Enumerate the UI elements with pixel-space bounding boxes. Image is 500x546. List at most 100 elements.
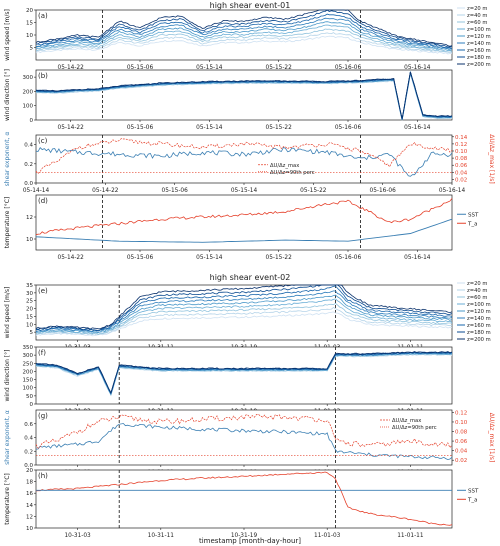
panel-c-ytick-right-label: 0.08 xyxy=(455,156,468,162)
panel-h-frame xyxy=(35,469,453,529)
panel-a-legend-label: z=40 m xyxy=(467,13,487,19)
panel-c-ytick-right-label: 0.04 xyxy=(455,170,468,176)
panel-d-ytick-label: 12 xyxy=(26,215,33,221)
panel-a-xtick-label: 05-16-14 xyxy=(404,65,431,71)
panel-e-legend-label: z=20 m xyxy=(467,281,487,287)
panel-f-frame xyxy=(35,346,453,405)
panel-f-ytick-label: 150 xyxy=(23,378,34,384)
panel-a-legend-label: z=60 m xyxy=(467,20,487,26)
panel-c-ytick-right-label: 0.12 xyxy=(455,142,467,148)
panel-g-ytick-right-label: 0.12 xyxy=(455,410,467,416)
panel-c-label: (c) xyxy=(38,137,48,145)
panel-g-ytick-right-label: 0.02 xyxy=(455,458,467,464)
panel-b-direction-z200m xyxy=(35,71,453,119)
panel-c-ylabel-right: ΔU/Δz_max [1/s] xyxy=(488,134,495,183)
panel-a-xtick-label: 05-15-14 xyxy=(196,65,223,71)
panel-e-legend-label: z=100 m xyxy=(467,302,491,308)
panel-d-legend-label: SST xyxy=(468,212,479,218)
panel-c-xtick-label: 05-15-06 xyxy=(162,188,189,194)
panel-c-xtick-label: 05-15-14 xyxy=(231,188,258,194)
panel-d-xtick-label: 05-16-14 xyxy=(404,255,431,261)
panel-c-xtick-label: 05-16-14 xyxy=(439,188,466,194)
panel-c-shear-line xyxy=(35,138,453,174)
panel-b-ytick-label: 300 xyxy=(23,75,34,81)
panel-f-direction-z200m xyxy=(35,351,453,395)
panel-h-ytick-label: 20 xyxy=(26,468,33,474)
panel-c-xtick-label: 05-16-06 xyxy=(370,188,397,194)
panel-c-ylabel: shear exponent, α xyxy=(4,132,11,187)
panel-e-series-z100m xyxy=(35,298,453,334)
panel-b-xtick-label: 05-16-06 xyxy=(335,125,362,131)
panel-b-ylabel: wind direction [°] xyxy=(4,69,11,121)
panel-e-series-z120m xyxy=(35,294,453,334)
panel-d-legend-label: T_a xyxy=(467,221,477,227)
panel-e-series-z180m xyxy=(35,284,453,332)
panel-f-ytick-label: 200 xyxy=(23,369,34,375)
panel-h-xtick-label: 11-01-03 xyxy=(314,533,341,539)
panel-h-legend-label: T_a xyxy=(467,497,477,503)
panel-g-legend-label: ΔU/Δz_max xyxy=(392,418,421,424)
panel-a-ytick-label: 15 xyxy=(26,21,33,27)
chart-title: high shear event-02 xyxy=(210,273,291,282)
panel-f-label: (f) xyxy=(38,349,46,357)
panel-b-xtick-label: 05-15-22 xyxy=(266,125,293,131)
panel-h-xtick-label: 10-31-19 xyxy=(231,533,258,539)
panel-a-series-z20m xyxy=(35,35,452,55)
panel-g-label: (g) xyxy=(38,412,48,420)
panel-a-series-z180m xyxy=(35,9,453,48)
panel-e-ytick-label: 25 xyxy=(26,299,33,305)
panel-a-legend-label: z=100 m xyxy=(467,27,491,33)
panel-d-xtick-label: 05-16-06 xyxy=(335,255,362,261)
panel-g-ytick-right-label: 0.10 xyxy=(455,420,468,426)
panel-a-xtick-label: 05-14-22 xyxy=(58,65,85,71)
panel-f-ytick-label: 50 xyxy=(26,394,33,400)
panel-c-xtick-label: 05-15-22 xyxy=(300,188,327,194)
panel-g-ytick-right-label: 0.04 xyxy=(455,449,468,455)
panel-a-legend-label: z=200 m xyxy=(467,62,491,68)
panel-a-legend-label: z=120 m xyxy=(467,34,491,40)
panel-a-ytick-label: 20 xyxy=(26,8,33,14)
panel-e-legend-label: z=140 m xyxy=(467,316,491,322)
panel-h-ytick-label: 16 xyxy=(26,491,33,497)
x-axis-label: timestamp [month-day-hour] xyxy=(199,537,301,545)
panel-g-ytick-right-label: 0.06 xyxy=(455,439,468,445)
panel-e-series-z200m xyxy=(35,284,453,330)
panel-f-ytick-label: 100 xyxy=(23,386,34,392)
panel-d-ytick-label: 10 xyxy=(26,237,33,243)
panel-g-ytick-label: 0.0 xyxy=(24,463,33,469)
panel-b-frame xyxy=(35,69,453,121)
panel-a-xtick-label: 05-16-06 xyxy=(335,65,362,71)
panel-b-ytick-label: 100 xyxy=(23,104,34,110)
panel-a-label: (a) xyxy=(38,12,48,20)
panel-a-legend-label: z=20 m xyxy=(467,6,487,12)
panel-e-label: (e) xyxy=(38,287,48,295)
panel-h-xtick-label: 10-31-11 xyxy=(148,533,175,539)
panel-d-sst-line xyxy=(35,218,453,243)
panel-h-ytick-label: 18 xyxy=(26,480,33,486)
panel-g-frame xyxy=(35,409,453,466)
panel-d-ylabel: temperature [°C] xyxy=(4,197,11,249)
panel-c-alpha-line xyxy=(35,146,453,177)
panel-a-legend-label: z=160 m xyxy=(467,48,491,54)
panel-b-xtick-label: 05-15-06 xyxy=(127,125,154,131)
panel-h-ylabel: temperature [°C] xyxy=(4,473,11,525)
panel-c-ytick-right-label: 0.06 xyxy=(455,163,468,169)
panel-c-legend-label: ΔU/Δz_max xyxy=(270,163,299,169)
panel-d-frame xyxy=(35,194,453,251)
panel-e-ytick-label: 5 xyxy=(30,330,34,336)
panel-c-ytick-right-label: 0.10 xyxy=(455,149,468,155)
panel-g-ytick-label: 0.4 xyxy=(24,436,33,442)
panel-g-ylabel: shear exponent, α xyxy=(4,410,11,465)
panel-h-legend-label: SST xyxy=(468,488,479,494)
panel-h-ta-line xyxy=(35,471,453,526)
panel-a-xtick-label: 05-15-22 xyxy=(266,65,293,71)
panel-e-legend-label: z=180 m xyxy=(467,330,491,336)
panel-e-series-z20m xyxy=(35,311,453,337)
panel-b-xtick-label: 05-14-22 xyxy=(58,125,85,131)
panel-h-ytick-label: 10 xyxy=(26,526,33,532)
panel-a-series-z100m xyxy=(35,24,453,52)
panel-c-ytick-label: 0.0 xyxy=(24,181,33,187)
panel-g-ylabel-right: ΔU/Δz_max [1/s] xyxy=(488,413,495,462)
panel-a-series-z140m xyxy=(35,17,453,50)
panel-f-ylabel: wind direction [°] xyxy=(4,350,11,402)
